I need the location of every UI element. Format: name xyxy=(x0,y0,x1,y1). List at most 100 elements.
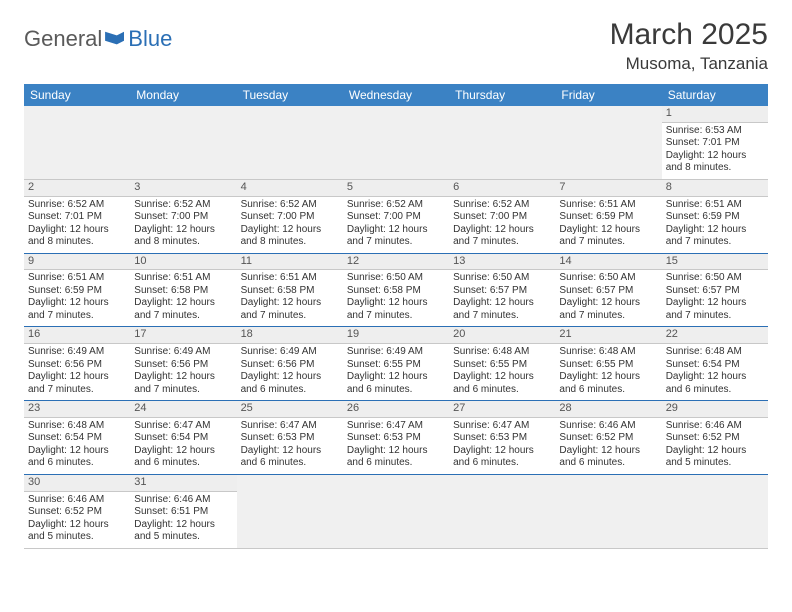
cell-line-sr: Sunrise: 6:50 AM xyxy=(347,272,445,285)
calendar-row: 23Sunrise: 6:48 AMSunset: 6:54 PMDayligh… xyxy=(24,401,768,475)
cell-line-d1: Daylight: 12 hours xyxy=(559,297,657,310)
day-number: 25 xyxy=(237,401,343,418)
cell-line-d2: and 8 minutes. xyxy=(666,162,764,175)
calendar-cell xyxy=(343,474,449,548)
cell-line-sr: Sunrise: 6:48 AM xyxy=(666,346,764,359)
day-number: 15 xyxy=(662,254,768,271)
cell-line-sr: Sunrise: 6:52 AM xyxy=(241,199,339,212)
cell-line-sr: Sunrise: 6:50 AM xyxy=(453,272,551,285)
cell-line-d2: and 5 minutes. xyxy=(28,531,126,544)
cell-line-d1: Daylight: 12 hours xyxy=(347,445,445,458)
cell-line-d2: and 7 minutes. xyxy=(28,384,126,397)
cell-line-d1: Daylight: 12 hours xyxy=(241,224,339,237)
cell-line-ss: Sunset: 6:58 PM xyxy=(347,285,445,298)
cell-line-d1: Daylight: 12 hours xyxy=(347,371,445,384)
cell-line-sr: Sunrise: 6:52 AM xyxy=(134,199,232,212)
cell-line-d1: Daylight: 12 hours xyxy=(241,297,339,310)
cell-line-d1: Daylight: 12 hours xyxy=(453,297,551,310)
calendar-row: 30Sunrise: 6:46 AMSunset: 6:52 PMDayligh… xyxy=(24,474,768,548)
day-number: 23 xyxy=(24,401,130,418)
cell-line-d2: and 7 minutes. xyxy=(28,310,126,323)
calendar-cell: 9Sunrise: 6:51 AMSunset: 6:59 PMDaylight… xyxy=(24,253,130,327)
cell-line-d2: and 7 minutes. xyxy=(134,384,232,397)
calendar-cell xyxy=(555,106,661,179)
cell-line-ss: Sunset: 6:58 PM xyxy=(134,285,232,298)
weekday-header-row: SundayMondayTuesdayWednesdayThursdayFrid… xyxy=(24,84,768,106)
cell-line-d2: and 7 minutes. xyxy=(347,236,445,249)
calendar-cell: 24Sunrise: 6:47 AMSunset: 6:54 PMDayligh… xyxy=(130,401,236,475)
calendar-cell: 21Sunrise: 6:48 AMSunset: 6:55 PMDayligh… xyxy=(555,327,661,401)
cell-line-sr: Sunrise: 6:51 AM xyxy=(28,272,126,285)
day-number: 22 xyxy=(662,327,768,344)
cell-line-d2: and 6 minutes. xyxy=(559,384,657,397)
cell-line-ss: Sunset: 6:53 PM xyxy=(453,432,551,445)
cell-line-sr: Sunrise: 6:46 AM xyxy=(134,494,232,507)
day-number: 1 xyxy=(662,106,768,123)
cell-line-ss: Sunset: 7:00 PM xyxy=(347,211,445,224)
cell-line-ss: Sunset: 6:55 PM xyxy=(347,359,445,372)
day-number: 3 xyxy=(130,180,236,197)
cell-line-d1: Daylight: 12 hours xyxy=(134,371,232,384)
cell-line-d1: Daylight: 12 hours xyxy=(347,224,445,237)
weekday-header: Saturday xyxy=(662,84,768,106)
cell-line-d1: Daylight: 12 hours xyxy=(241,445,339,458)
cell-line-d1: Daylight: 12 hours xyxy=(134,519,232,532)
cell-line-ss: Sunset: 6:55 PM xyxy=(559,359,657,372)
calendar-cell: 25Sunrise: 6:47 AMSunset: 6:53 PMDayligh… xyxy=(237,401,343,475)
cell-line-sr: Sunrise: 6:51 AM xyxy=(134,272,232,285)
cell-line-d1: Daylight: 12 hours xyxy=(28,519,126,532)
calendar-body: 1Sunrise: 6:53 AMSunset: 7:01 PMDaylight… xyxy=(24,106,768,548)
cell-line-ss: Sunset: 6:57 PM xyxy=(666,285,764,298)
calendar-cell: 15Sunrise: 6:50 AMSunset: 6:57 PMDayligh… xyxy=(662,253,768,327)
cell-line-sr: Sunrise: 6:46 AM xyxy=(28,494,126,507)
cell-line-ss: Sunset: 7:00 PM xyxy=(241,211,339,224)
cell-line-d2: and 6 minutes. xyxy=(241,384,339,397)
cell-line-sr: Sunrise: 6:52 AM xyxy=(28,199,126,212)
calendar-cell: 12Sunrise: 6:50 AMSunset: 6:58 PMDayligh… xyxy=(343,253,449,327)
cell-line-ss: Sunset: 6:55 PM xyxy=(453,359,551,372)
day-number: 21 xyxy=(555,327,661,344)
calendar-cell: 19Sunrise: 6:49 AMSunset: 6:55 PMDayligh… xyxy=(343,327,449,401)
cell-line-ss: Sunset: 7:00 PM xyxy=(453,211,551,224)
day-number: 29 xyxy=(662,401,768,418)
cell-line-ss: Sunset: 6:56 PM xyxy=(241,359,339,372)
cell-line-ss: Sunset: 7:00 PM xyxy=(134,211,232,224)
cell-line-sr: Sunrise: 6:51 AM xyxy=(241,272,339,285)
calendar-row: 2Sunrise: 6:52 AMSunset: 7:01 PMDaylight… xyxy=(24,179,768,253)
cell-line-d2: and 7 minutes. xyxy=(347,310,445,323)
cell-line-ss: Sunset: 6:54 PM xyxy=(134,432,232,445)
day-number: 18 xyxy=(237,327,343,344)
cell-line-sr: Sunrise: 6:51 AM xyxy=(666,199,764,212)
cell-line-sr: Sunrise: 6:49 AM xyxy=(134,346,232,359)
calendar-cell: 5Sunrise: 6:52 AMSunset: 7:00 PMDaylight… xyxy=(343,179,449,253)
day-number: 10 xyxy=(130,254,236,271)
cell-line-d1: Daylight: 12 hours xyxy=(453,445,551,458)
cell-line-sr: Sunrise: 6:47 AM xyxy=(347,420,445,433)
day-number: 16 xyxy=(24,327,130,344)
calendar-cell xyxy=(555,474,661,548)
cell-line-d2: and 8 minutes. xyxy=(241,236,339,249)
cell-line-d2: and 6 minutes. xyxy=(28,457,126,470)
calendar-cell xyxy=(449,106,555,179)
cell-line-sr: Sunrise: 6:47 AM xyxy=(134,420,232,433)
calendar-cell: 3Sunrise: 6:52 AMSunset: 7:00 PMDaylight… xyxy=(130,179,236,253)
title-block: March 2025 Musoma, Tanzania xyxy=(610,18,768,74)
calendar-cell: 17Sunrise: 6:49 AMSunset: 6:56 PMDayligh… xyxy=(130,327,236,401)
cell-line-d1: Daylight: 12 hours xyxy=(453,224,551,237)
cell-line-sr: Sunrise: 6:50 AM xyxy=(559,272,657,285)
weekday-header: Wednesday xyxy=(343,84,449,106)
calendar-cell xyxy=(662,474,768,548)
calendar-cell: 20Sunrise: 6:48 AMSunset: 6:55 PMDayligh… xyxy=(449,327,555,401)
calendar-cell: 22Sunrise: 6:48 AMSunset: 6:54 PMDayligh… xyxy=(662,327,768,401)
calendar-cell: 29Sunrise: 6:46 AMSunset: 6:52 PMDayligh… xyxy=(662,401,768,475)
calendar-cell: 2Sunrise: 6:52 AMSunset: 7:01 PMDaylight… xyxy=(24,179,130,253)
cell-line-ss: Sunset: 6:52 PM xyxy=(28,506,126,519)
day-number: 9 xyxy=(24,254,130,271)
cell-line-ss: Sunset: 6:54 PM xyxy=(28,432,126,445)
calendar-cell xyxy=(343,106,449,179)
logo: General Blue xyxy=(24,18,172,52)
cell-line-d1: Daylight: 12 hours xyxy=(559,445,657,458)
cell-line-d2: and 7 minutes. xyxy=(241,310,339,323)
day-number: 31 xyxy=(130,475,236,492)
calendar-cell: 6Sunrise: 6:52 AMSunset: 7:00 PMDaylight… xyxy=(449,179,555,253)
